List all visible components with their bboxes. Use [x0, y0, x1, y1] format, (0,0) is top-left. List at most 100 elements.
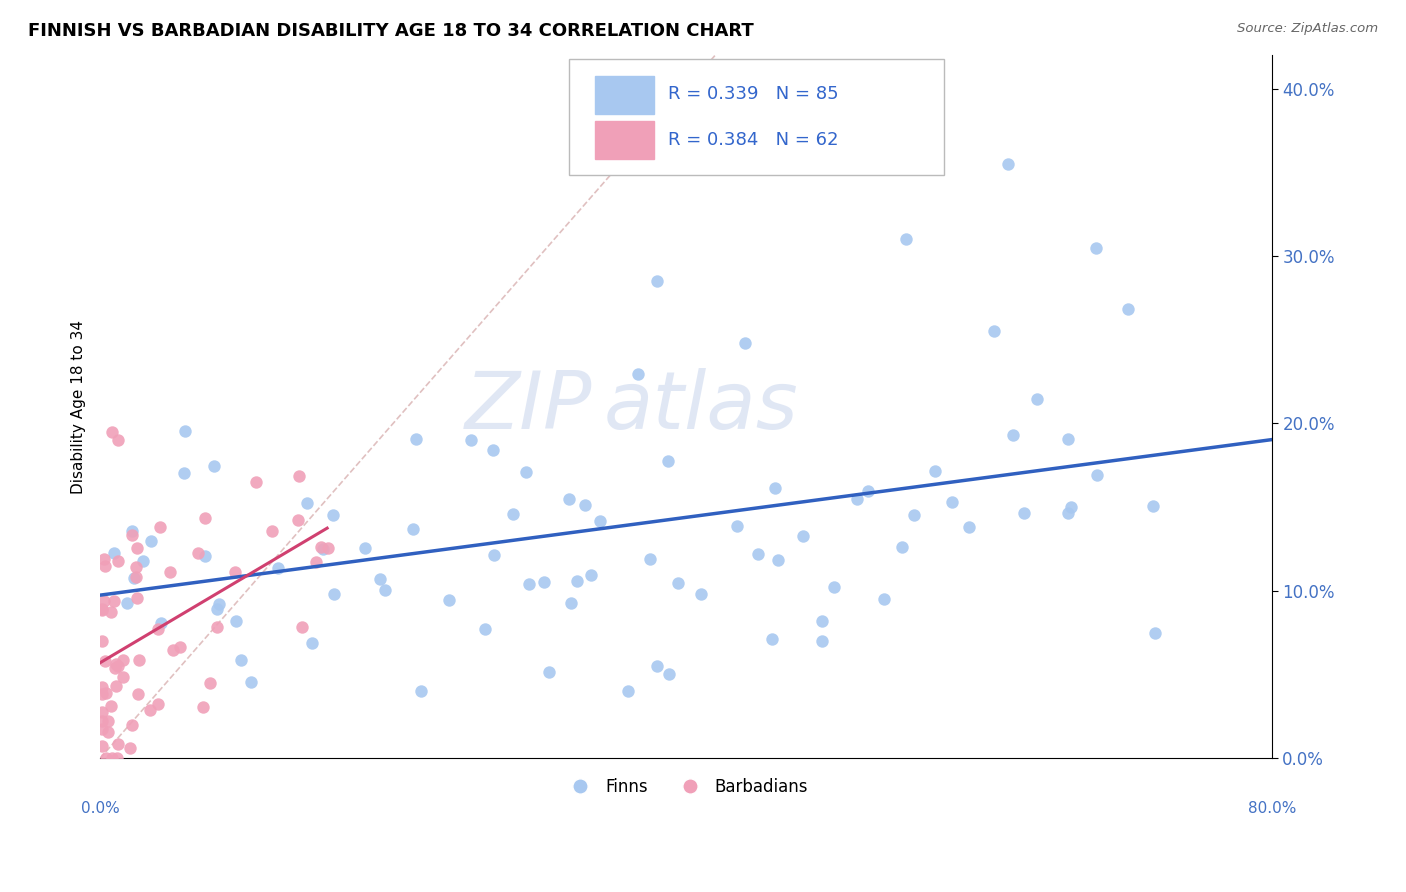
Point: [103, 546, 125, 560]
Point: [91, 687, 114, 701]
Point: [983, 325, 1005, 339]
Point: [574, 499, 596, 513]
Point: [239, 675, 262, 690]
Point: [91, 603, 114, 617]
Point: [104, 660, 127, 674]
Point: [1012, 506, 1035, 520]
Text: R = 0.339   N = 85: R = 0.339 N = 85: [668, 85, 839, 103]
Point: [645, 659, 668, 673]
Point: [411, 684, 433, 698]
Point: [93, 552, 115, 566]
Point: [169, 640, 191, 655]
Point: [312, 542, 335, 557]
Point: [93, 594, 115, 608]
Point: [941, 494, 963, 508]
Point: [103, 594, 125, 608]
Point: [581, 568, 603, 582]
Point: [811, 633, 834, 648]
Point: [159, 565, 181, 579]
Point: [148, 519, 170, 533]
Point: [127, 541, 149, 555]
Point: [1057, 432, 1080, 446]
Text: atlas: atlas: [605, 368, 799, 446]
Point: [368, 573, 391, 587]
Text: FINNISH VS BARBADIAN DISABILITY AGE 18 TO 34 CORRELATION CHART: FINNISH VS BARBADIAN DISABILITY AGE 18 T…: [28, 22, 754, 40]
Point: [515, 465, 537, 479]
Point: [205, 601, 228, 615]
Point: [150, 615, 173, 630]
Point: [107, 738, 129, 752]
Point: [90, 602, 112, 616]
Point: [267, 561, 290, 575]
Point: [90, 705, 112, 719]
Point: [174, 424, 197, 438]
Point: [105, 751, 128, 765]
Point: [322, 587, 344, 601]
Text: R = 0.384   N = 62: R = 0.384 N = 62: [668, 130, 839, 149]
Point: [191, 700, 214, 714]
Point: [768, 552, 790, 566]
Point: [638, 551, 661, 566]
Point: [627, 367, 650, 381]
Point: [924, 464, 946, 478]
Point: [374, 583, 396, 598]
Point: [761, 632, 783, 646]
Point: [316, 541, 339, 556]
Point: [111, 653, 134, 667]
Point: [301, 636, 323, 650]
FancyBboxPatch shape: [595, 76, 654, 113]
Point: [891, 540, 914, 554]
Point: [101, 751, 124, 765]
Point: [616, 684, 638, 698]
Point: [105, 679, 128, 693]
Point: [657, 454, 679, 468]
Point: [94, 751, 117, 765]
Point: [208, 597, 231, 611]
Point: [894, 232, 917, 246]
Point: [856, 483, 879, 498]
Point: [90, 634, 112, 648]
Point: [187, 546, 209, 560]
Point: [747, 547, 769, 561]
Point: [120, 740, 142, 755]
Point: [125, 560, 148, 574]
Point: [121, 718, 143, 732]
Point: [460, 434, 482, 448]
Point: [353, 541, 375, 555]
Point: [533, 574, 555, 589]
Point: [666, 576, 689, 591]
Text: ZIP: ZIP: [465, 368, 592, 446]
Point: [811, 614, 834, 628]
Point: [1060, 500, 1083, 514]
Point: [873, 592, 896, 607]
Point: [90, 714, 112, 728]
Point: [198, 676, 221, 690]
Point: [205, 620, 228, 634]
Point: [90, 680, 112, 694]
Point: [262, 524, 284, 538]
Point: [132, 554, 155, 568]
Point: [1116, 301, 1139, 316]
Point: [121, 524, 143, 539]
Point: [105, 657, 128, 672]
Point: [997, 157, 1019, 171]
Point: [589, 514, 612, 528]
Point: [297, 496, 319, 510]
Point: [125, 591, 148, 606]
Legend: Finns, Barbadians: Finns, Barbadians: [557, 772, 815, 803]
Point: [162, 642, 184, 657]
Point: [502, 507, 524, 521]
Point: [1142, 499, 1164, 513]
Point: [224, 565, 246, 579]
Point: [305, 555, 328, 569]
FancyBboxPatch shape: [569, 59, 943, 175]
Point: [558, 491, 581, 506]
Point: [517, 577, 540, 591]
Y-axis label: Disability Age 18 to 34: Disability Age 18 to 34: [72, 319, 86, 494]
Point: [657, 667, 679, 681]
Point: [405, 432, 427, 446]
Point: [121, 527, 143, 541]
Point: [225, 614, 247, 628]
Point: [538, 665, 561, 680]
Text: 80.0%: 80.0%: [1247, 800, 1296, 815]
